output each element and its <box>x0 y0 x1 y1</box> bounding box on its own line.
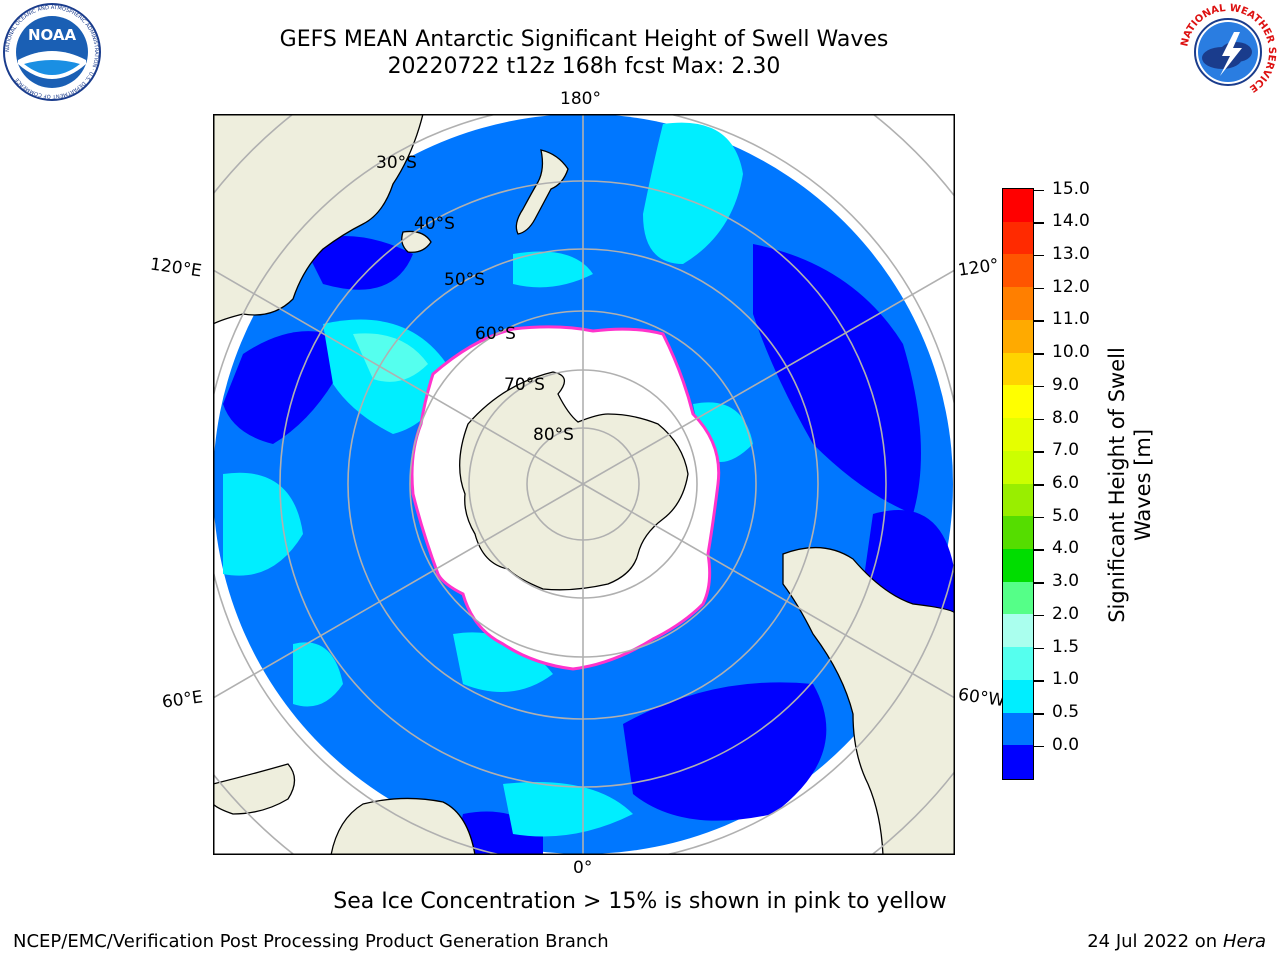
colorbar-tick-label: 12.0 <box>1052 276 1090 297</box>
colorbar-tick <box>1034 189 1044 191</box>
swell-patch <box>293 642 343 707</box>
colorbar-tick <box>1034 353 1044 355</box>
colorbar-tick-label: 2.0 <box>1052 603 1080 624</box>
colorbar-tick-label: 1.0 <box>1052 669 1080 690</box>
meridian-label-120e: 120°E <box>148 254 203 282</box>
meridian-label-60e: 60°E <box>160 687 205 713</box>
colorbar <box>1002 188 1034 780</box>
colorbar-tick-label: 6.0 <box>1052 473 1080 493</box>
swell-patch <box>223 472 303 576</box>
low-swell-region <box>863 510 955 634</box>
colorbar-segment <box>1003 614 1033 648</box>
colorbar-segment <box>1003 319 1033 354</box>
parallel-label-80s: 80°S <box>533 425 574 445</box>
swell-patch <box>503 782 633 837</box>
chart-subtitle: 20220722 t12z 168h fcst Max: 2.30 <box>387 54 781 79</box>
colorbar-tick-label: 3.0 <box>1052 571 1080 592</box>
polar-map <box>213 114 955 855</box>
colorbar-tick <box>1034 713 1044 715</box>
africa <box>330 797 476 855</box>
colorbar-tick <box>1034 745 1044 748</box>
low-swell-region <box>303 236 413 290</box>
noaa-wordmark: NOAA <box>28 26 77 44</box>
colorbar-segment <box>1003 287 1033 321</box>
colorbar-segment <box>1003 679 1033 714</box>
colorbar-tick <box>1034 385 1044 388</box>
colorbar-tick <box>1034 254 1044 257</box>
colorbar-tick <box>1034 484 1044 486</box>
low-swell-region <box>753 244 921 514</box>
colorbar-tick <box>1034 451 1044 453</box>
colorbar-segment <box>1003 745 1033 779</box>
colorbar-tick-label: 7.0 <box>1052 440 1080 461</box>
colorbar-segment <box>1003 516 1033 550</box>
colorbar-tick <box>1034 287 1044 290</box>
colorbar-tick <box>1034 418 1044 421</box>
swell-patch <box>453 632 553 692</box>
colorbar-tick-label: 10.0 <box>1052 342 1090 363</box>
colorbar-tick <box>1034 582 1044 584</box>
colorbar-tick-label: 5.0 <box>1052 505 1080 526</box>
parallel-label-50s: 50°S <box>444 270 485 290</box>
map-border <box>213 114 955 855</box>
sea-ice-note: Sea Ice Concentration > 15% is shown in … <box>333 889 947 914</box>
meridian-gridlines <box>213 114 955 855</box>
colorbar-label-line1: Significant Height of Swell <box>1105 347 1129 623</box>
meridian-label-0: 0° <box>573 858 593 878</box>
nws-logo: NATIONAL WEATHER SERVICE <box>1178 2 1278 102</box>
low-swell-region <box>223 331 353 444</box>
colorbar-label-line2: Waves [m] <box>1131 428 1155 542</box>
meridian-label-180: 180° <box>560 89 601 109</box>
colorbar-segment <box>1003 352 1033 386</box>
colorbar-tick-label: 8.0 <box>1052 407 1080 428</box>
colorbar-segment <box>1003 221 1033 256</box>
colorbar-segment <box>1003 647 1033 681</box>
colorbar-segment <box>1003 385 1033 419</box>
parallel-label-30s: 30°S <box>376 153 417 173</box>
colorbar-tick <box>1034 680 1044 682</box>
colorbar-tick <box>1034 222 1044 224</box>
colorbar-segment <box>1003 548 1033 583</box>
colorbar-segment <box>1003 581 1033 615</box>
colorbar-segment <box>1003 189 1033 223</box>
colorbar-tick-label: 4.0 <box>1052 538 1080 559</box>
footer-producer: NCEP/EMC/Verification Post Processing Pr… <box>13 931 609 952</box>
colorbar-segment <box>1003 483 1033 517</box>
colorbar-tick <box>1034 516 1044 519</box>
footer-date: 24 Jul 2022 on Hera <box>1087 931 1266 952</box>
colorbar-tick-label: 15.0 <box>1052 178 1090 199</box>
parallel-label-60s: 60°S <box>475 324 516 344</box>
noaa-logo: NOAA NATIONAL OCEANIC AND ATMOSPHERIC AD… <box>2 2 102 102</box>
parallel-label-40s: 40°S <box>414 214 455 234</box>
colorbar-tick <box>1034 614 1044 617</box>
colorbar-segment <box>1003 450 1033 485</box>
footer-host: Hera <box>1222 931 1266 952</box>
colorbar-tick-label: 11.0 <box>1052 309 1090 330</box>
colorbar-tick-label: 0.5 <box>1052 702 1080 723</box>
colorbar-tick-label: 0.0 <box>1052 734 1080 755</box>
madagascar <box>213 763 296 815</box>
meridian-label-60w: 60°W <box>956 684 1007 712</box>
colorbar-tick-label: 13.0 <box>1052 243 1090 264</box>
colorbar-tick <box>1034 647 1044 650</box>
colorbar-tick <box>1034 549 1044 551</box>
meridian-label-120w: 120° <box>956 255 1001 281</box>
colorbar-segment <box>1003 418 1033 452</box>
swell-patch <box>353 333 428 382</box>
swell-patch <box>643 122 743 264</box>
colorbar-segment <box>1003 712 1033 746</box>
chart-title: GEFS MEAN Antarctic Significant Height o… <box>279 27 889 52</box>
footer-date-text: 24 Jul 2022 on <box>1087 931 1223 952</box>
parallel-label-70s: 70°S <box>504 375 545 395</box>
colorbar-tick-label: 14.0 <box>1052 211 1090 232</box>
swell-patch <box>513 251 593 288</box>
colorbar-segment <box>1003 254 1033 288</box>
colorbar-tick-label: 9.0 <box>1052 374 1080 395</box>
colorbar-tick-label: 1.5 <box>1052 636 1080 657</box>
antarctica <box>459 371 689 591</box>
colorbar-tick <box>1034 320 1044 322</box>
